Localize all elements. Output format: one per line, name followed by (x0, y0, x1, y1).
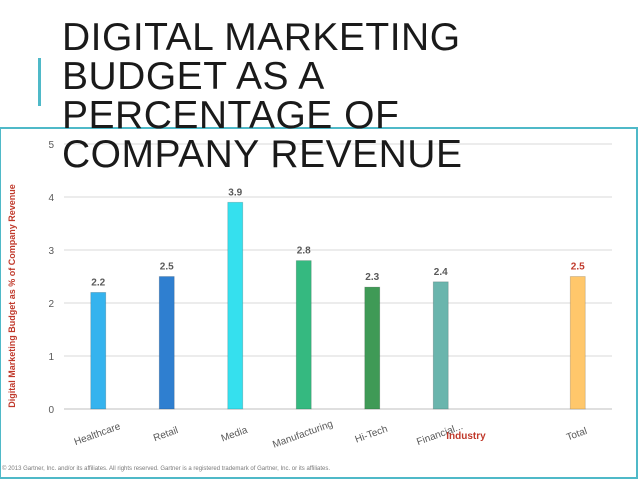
data-label: 2.8 (297, 246, 311, 257)
data-label: 2.5 (160, 262, 174, 273)
y-tick-label: 2 (48, 299, 54, 310)
chart-frame (0, 127, 638, 479)
bar-series: 2.2 2.5 3.9 2.8 2.3 2.4 2.5 (90, 187, 586, 410)
x-tick-label: Manufacturing (271, 419, 334, 451)
bar (295, 260, 312, 410)
y-tick-label: 0 (48, 405, 54, 416)
data-label: 2.5 (571, 262, 585, 273)
y-axis-title: Digital Marketing Budget as % of Company… (7, 184, 17, 408)
bar (432, 281, 449, 410)
y-tick-label: 3 (48, 246, 54, 257)
y-tick-label: 5 (48, 140, 54, 151)
x-tick-label: Retail (152, 425, 180, 444)
title-accent-bar (38, 58, 41, 106)
data-label: 2.2 (91, 277, 105, 288)
data-label: 2.3 (365, 272, 379, 283)
x-axis-title: Industry (446, 431, 486, 442)
x-tick-label: Healthcare (73, 421, 123, 448)
bar (569, 276, 586, 410)
bar (90, 291, 107, 410)
bar (227, 201, 244, 410)
x-axis: Healthcare Retail Media Manufacturing Hi-Tec… (73, 419, 589, 451)
y-axis: 0 1 2 3 4 5 (48, 140, 54, 416)
y-tick-label: 1 (48, 352, 54, 363)
slide-title: DIGITAL MARKETING BUDGET AS A PERCENTAGE… (62, 16, 463, 176)
x-tick-label: Media (220, 425, 250, 445)
bar (158, 276, 175, 410)
data-label: 2.4 (434, 267, 448, 278)
x-tick-label: Total (565, 426, 589, 444)
y-tick-label: 4 (48, 193, 54, 204)
bar (364, 286, 381, 410)
copyright-footer: © 2013 Gartner, Inc. and/or its affiliat… (2, 466, 331, 472)
data-label: 3.9 (228, 187, 242, 198)
x-tick-label: Hi-Tech (354, 424, 390, 446)
gridlines (64, 143, 612, 410)
